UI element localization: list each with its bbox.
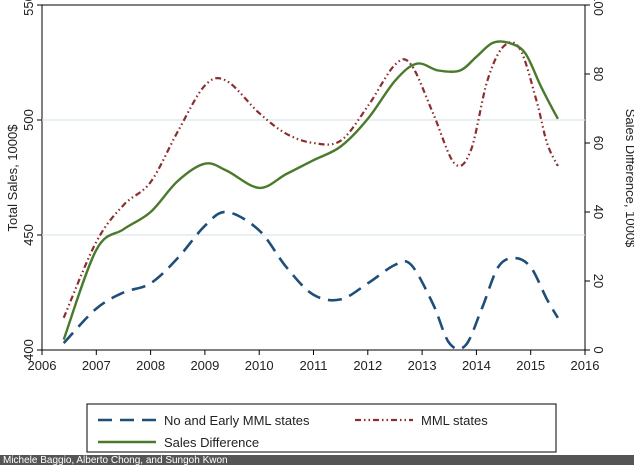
x-tick-label: 2012 <box>353 358 382 373</box>
x-tick-label: 2007 <box>82 358 111 373</box>
left-axis-ticks: 400 450 500 550 <box>21 0 42 361</box>
legend-label-2: MML states <box>421 413 488 428</box>
y-tick-label: 450 <box>21 224 36 246</box>
y2-tick-label: 100 <box>591 0 606 16</box>
x-tick-label: 2013 <box>408 358 437 373</box>
y2-tick-label: 20 <box>591 274 606 288</box>
x-tick-label: 2010 <box>245 358 274 373</box>
series-line-3 <box>62 40 559 341</box>
x-tick-label: 2009 <box>190 358 219 373</box>
series-line-1 <box>62 210 560 351</box>
x-tick-label: 2014 <box>462 358 491 373</box>
y2-tick-label: 0 <box>591 346 606 353</box>
x-tick-label: 2015 <box>516 358 545 373</box>
legend-label-1: No and Early MML states <box>164 413 310 428</box>
legend-label-3: Sales Difference <box>164 435 259 450</box>
legend-items: No and Early MML states MML states Sales D… <box>98 413 488 450</box>
y-axis-title: Total Sales, 1000$ <box>5 124 20 232</box>
credit-background <box>0 455 634 465</box>
y-tick-label: 500 <box>21 109 36 131</box>
x-tick-label: 2016 <box>571 358 600 373</box>
y2-axis-title: Sales Difference, 1000$ <box>623 109 634 248</box>
y-tick-label: 400 <box>21 339 36 361</box>
plot-area <box>41 4 586 351</box>
x-tick-label: 2008 <box>136 358 165 373</box>
y-tick-label: 550 <box>21 0 36 16</box>
x-axis-ticks: 2006 2007 2008 2009 2010 2011 2012 2013 2014 2015… <box>28 350 600 373</box>
y2-tick-label: 80 <box>591 67 606 81</box>
legend-box <box>86 403 557 453</box>
y2-tick-label: 40 <box>591 205 606 219</box>
y2-tick-label: 60 <box>591 136 606 150</box>
x-tick-label: 2011 <box>300 358 328 373</box>
gridlines <box>42 119 585 236</box>
x-tick-label: 2006 <box>28 358 57 373</box>
series-lines <box>62 40 560 351</box>
right-axis-ticks: 0 20 40 60 80 100 <box>585 0 606 354</box>
credit-text: Michele Baggio, Alberto Chong, and Sungo… <box>3 455 228 465</box>
legend: No and Early MML states MML states Sales D… <box>86 403 557 453</box>
